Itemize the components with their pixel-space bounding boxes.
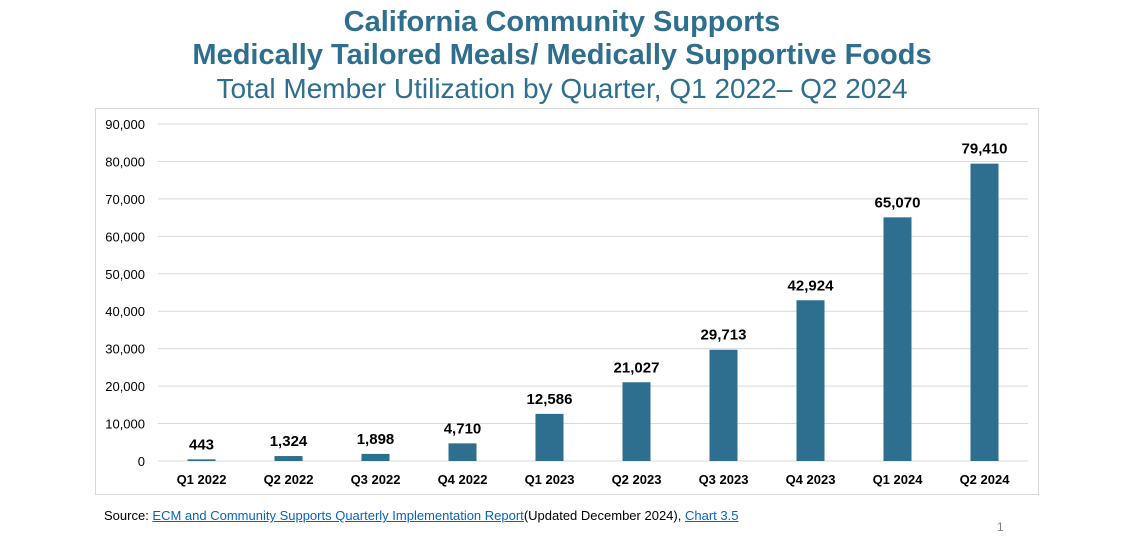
y-tick-label: 70,000 <box>105 192 145 207</box>
bar <box>883 217 912 461</box>
source-date: (Updated December 2024), <box>523 508 685 523</box>
data-label: 21,027 <box>614 359 660 376</box>
bar <box>709 349 738 461</box>
chart-title-line-1: California Community Supports <box>343 6 781 38</box>
y-tick-label: 30,000 <box>105 342 145 357</box>
chart-title-line-2: Medically Tailored Meals/ Medically Supp… <box>192 39 932 71</box>
source-note: Source: ECM and Community Supports Quart… <box>104 508 738 523</box>
data-label: 65,070 <box>875 194 921 211</box>
bar <box>274 456 303 461</box>
bar <box>622 382 651 461</box>
x-tick-label: Q4 2023 <box>786 472 836 487</box>
x-tick-label: Q2 2024 <box>960 472 1011 487</box>
x-tick-label: Q4 2022 <box>438 472 488 487</box>
bar <box>448 443 477 461</box>
bar-chart: 0 10,000 20,000 30,000 40,000 50,000 60,000 70,… <box>105 117 1028 487</box>
x-tick-label: Q2 2022 <box>264 472 314 487</box>
page-number: 1 <box>997 520 1004 534</box>
bar <box>970 163 999 461</box>
y-tick-label: 40,000 <box>105 304 145 319</box>
source-prefix: Source: <box>104 508 153 523</box>
data-label: 443 <box>189 436 214 453</box>
report-link[interactable]: ECM and Community Supports Quarterly Imp… <box>152 508 524 523</box>
x-tick-label: Q2 2023 <box>612 472 662 487</box>
bar <box>796 300 825 461</box>
y-tick-label: 80,000 <box>105 154 145 169</box>
y-tick-label: 60,000 <box>105 229 145 244</box>
x-tick-label: Q3 2022 <box>351 472 401 487</box>
y-tick-label: 50,000 <box>105 267 145 282</box>
y-tick-label: 0 <box>138 454 145 469</box>
data-label: 12,586 <box>527 391 573 408</box>
y-tick-label: 90,000 <box>105 117 145 132</box>
data-label: 1,324 <box>270 433 308 450</box>
data-label: 29,713 <box>701 327 747 344</box>
data-label: 1,898 <box>357 431 395 448</box>
chart-subtitle: Total Member Utilization by Quarter, Q1 … <box>216 73 908 104</box>
x-tick-label: Q1 2022 <box>177 472 227 487</box>
y-tick-label: 20,000 <box>105 379 145 394</box>
bar <box>187 459 216 461</box>
bar <box>361 453 390 461</box>
data-label: 4,710 <box>444 420 482 437</box>
y-tick-label: 10,000 <box>105 417 145 432</box>
x-tick-label: Q1 2024 <box>873 472 924 487</box>
data-label: 79,410 <box>962 141 1008 158</box>
chart-link[interactable]: Chart 3.5 <box>684 508 739 523</box>
data-label: 42,924 <box>788 277 835 294</box>
x-tick-label: Q1 2023 <box>525 472 575 487</box>
chart-frame: 0 10,000 20,000 30,000 40,000 50,000 60,000 70,… <box>95 108 1039 495</box>
x-tick-label: Q3 2023 <box>699 472 749 487</box>
title-block: California Community Supports Medically … <box>0 6 1124 106</box>
bar <box>535 413 564 461</box>
